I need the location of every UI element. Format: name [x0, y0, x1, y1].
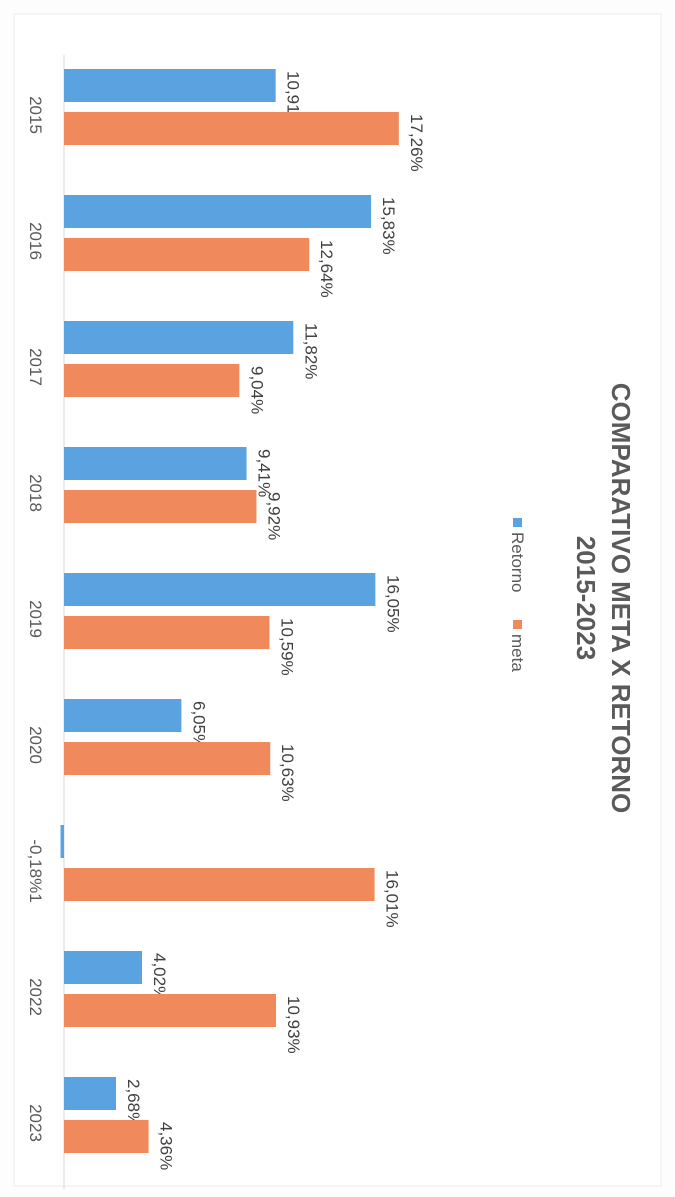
category-label: 2019	[26, 600, 45, 638]
category-label: 2017	[26, 348, 45, 386]
data-label-meta-2018: 9,92%	[264, 492, 283, 540]
data-label-retorno-2019: 16,05%	[383, 575, 402, 633]
data-label-meta-2020: 10,63%	[278, 744, 297, 802]
data-label-retorno-2023: 2,68%	[124, 1079, 143, 1127]
data-label-meta-2019: 10,59%	[277, 618, 296, 676]
category-label: -0,18%1	[26, 839, 45, 902]
legend-swatch-retorno	[513, 518, 522, 527]
bar-retorno-2022	[64, 951, 142, 984]
data-label-meta-2022: 10,93%	[284, 996, 303, 1054]
chart-title: COMPARATIVO META X RETORNO 2015-2023	[571, 383, 636, 813]
data-label-retorno-2016: 15,83%	[379, 197, 398, 255]
chart-title-line-1: COMPARATIVO META X RETORNO	[606, 383, 636, 813]
bar-retorno-2021	[60, 825, 64, 858]
bar-retorno-2023	[64, 1077, 116, 1110]
category-label: 2020	[26, 726, 45, 764]
chart-title-line-2: 2015-2023	[571, 536, 601, 660]
legend-label-meta: meta	[508, 634, 527, 672]
bar-meta-2019	[64, 616, 270, 649]
bar-meta-2021	[64, 868, 375, 901]
category-label: 2015	[26, 96, 45, 134]
bar-meta-2016	[64, 238, 310, 271]
bar-retorno-2018	[64, 447, 247, 480]
data-label-retorno-2017: 11,82%	[301, 323, 320, 379]
category-label: 2016	[26, 222, 45, 260]
bar-meta-2022	[64, 994, 277, 1027]
data-label-meta-2015: 17,26%	[407, 114, 426, 172]
data-label-meta-2021: 16,01%	[383, 870, 402, 928]
legend-swatch-meta	[513, 620, 522, 629]
bar-retorno-2017	[64, 321, 294, 354]
bar-retorno-2016	[64, 195, 372, 228]
bar-meta-2018	[64, 490, 257, 523]
data-label-retorno-2018: 9,41%	[255, 449, 274, 497]
bar-meta-2023	[64, 1120, 149, 1153]
category-label: 2022	[26, 978, 45, 1016]
legend: Retorno meta	[508, 518, 527, 672]
legend-label-retorno: Retorno	[508, 532, 527, 592]
plot-area: 2015 10,91%17,26%2016 15,83%12,64%2017 11,8…	[26, 55, 426, 1189]
data-label-retorno-2022: 4,02%	[150, 953, 169, 1001]
category-label: 2018	[26, 474, 45, 512]
bar-retorno-2019	[64, 573, 376, 606]
bar-meta-2020	[64, 742, 271, 775]
bar-meta-2015	[64, 112, 399, 145]
bar-retorno-2020	[64, 699, 182, 732]
data-label-meta-2017: 9,04%	[247, 366, 266, 414]
data-label-meta-2016: 12,64%	[317, 240, 336, 298]
bar-meta-2017	[64, 364, 240, 397]
category-label: 2023	[26, 1104, 45, 1142]
data-label-retorno-2020: 6,05%	[189, 701, 208, 749]
bar-retorno-2015	[64, 69, 276, 102]
data-label-meta-2023: 4,36%	[157, 1122, 176, 1170]
